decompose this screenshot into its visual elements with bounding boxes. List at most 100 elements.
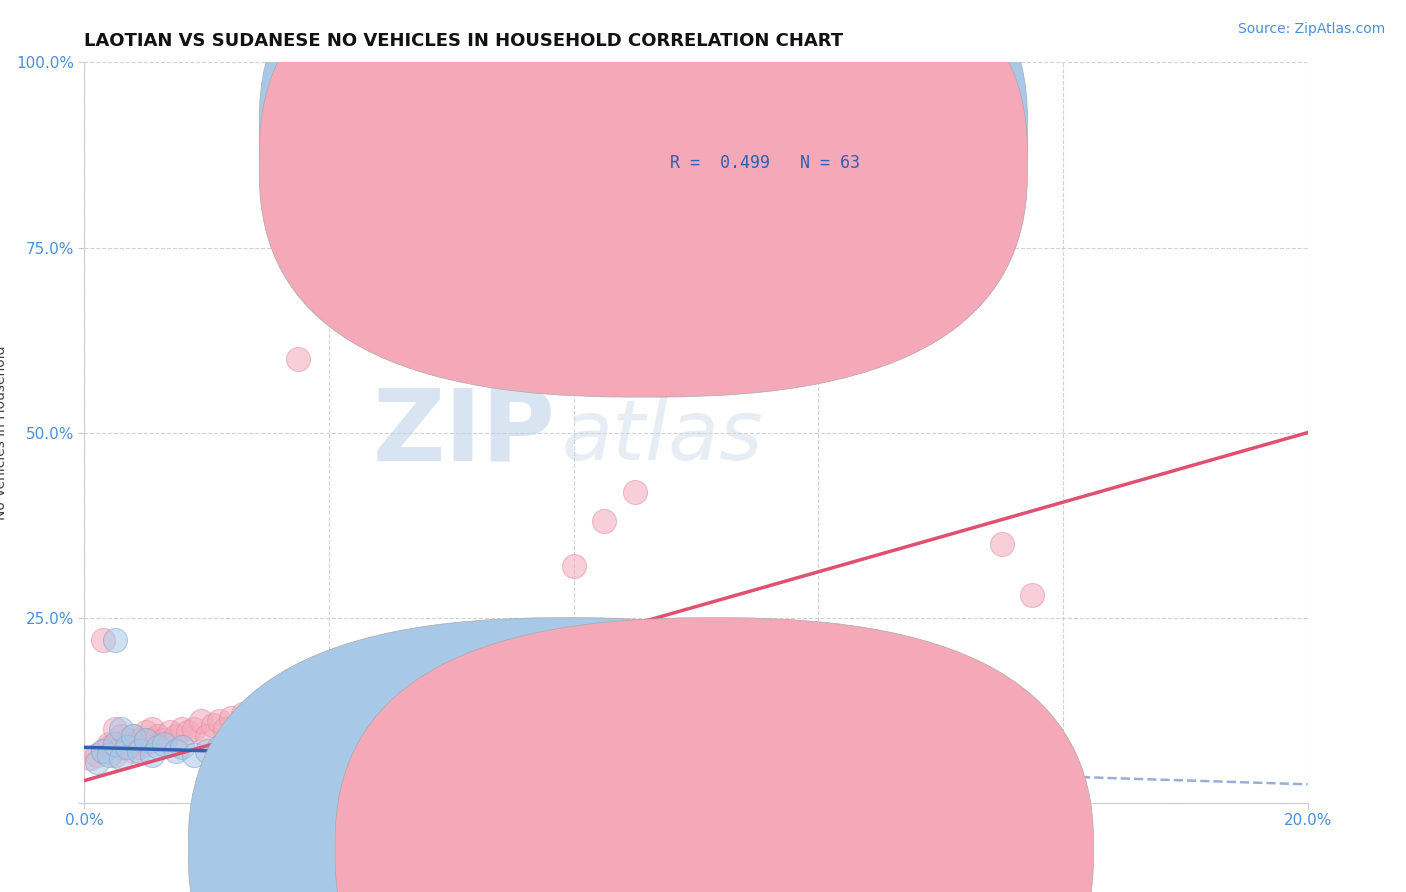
Text: R = -0.200   N = 31: R = -0.200 N = 31	[671, 121, 860, 139]
Point	[440, 632, 463, 647]
Point	[91, 632, 114, 647]
Point	[250, 699, 273, 714]
Point	[135, 732, 157, 747]
Point	[153, 732, 176, 747]
Point	[391, 648, 413, 662]
Point	[172, 740, 194, 755]
Point	[115, 732, 138, 747]
Point	[269, 744, 291, 758]
Point	[177, 725, 200, 739]
Point	[141, 747, 163, 762]
Point	[104, 632, 127, 647]
Point	[208, 740, 231, 755]
Point	[342, 673, 364, 688]
Point	[110, 751, 132, 765]
Text: LAOTIAN VS SUDANESE NO VEHICLES IN HOUSEHOLD CORRELATION CHART: LAOTIAN VS SUDANESE NO VEHICLES IN HOUSE…	[84, 32, 844, 50]
Point	[593, 515, 616, 529]
FancyBboxPatch shape	[259, 0, 1028, 365]
Point	[269, 703, 291, 717]
Text: R =  0.499   N = 63: R = 0.499 N = 63	[671, 154, 860, 172]
Point	[409, 640, 432, 655]
Point	[201, 718, 224, 732]
Point	[318, 747, 340, 762]
Point	[502, 673, 524, 688]
Text: Source: ZipAtlas.com: Source: ZipAtlas.com	[1237, 22, 1385, 37]
Point	[245, 732, 267, 747]
Point	[135, 737, 157, 751]
Point	[135, 725, 157, 739]
Point	[128, 744, 150, 758]
Point	[624, 484, 647, 499]
Point	[349, 740, 371, 755]
Point	[128, 740, 150, 755]
Point	[115, 740, 138, 755]
Text: Sudanese: Sudanese	[733, 841, 808, 856]
Text: atlas: atlas	[561, 396, 763, 477]
Point	[471, 666, 494, 681]
Point	[281, 692, 304, 706]
FancyBboxPatch shape	[259, 0, 1028, 397]
FancyBboxPatch shape	[335, 617, 1094, 892]
Point	[562, 558, 585, 573]
Point	[146, 740, 169, 755]
Point	[305, 689, 328, 703]
Point	[97, 740, 120, 755]
Point	[409, 747, 432, 762]
Point	[208, 714, 231, 729]
Point	[122, 729, 145, 743]
Point	[380, 744, 402, 758]
Point	[440, 744, 463, 758]
Point	[104, 722, 127, 736]
Point	[86, 755, 108, 769]
Point	[141, 732, 163, 747]
Point	[97, 747, 120, 762]
Point	[86, 747, 108, 762]
Point	[354, 663, 377, 677]
Point	[195, 744, 218, 758]
Point	[219, 711, 242, 725]
Point	[502, 751, 524, 765]
Point	[226, 718, 249, 732]
Point	[276, 699, 298, 714]
Point	[122, 729, 145, 743]
Point	[287, 696, 309, 710]
Point	[531, 658, 554, 673]
Point	[380, 655, 402, 669]
Point	[471, 747, 494, 762]
Point	[91, 744, 114, 758]
Point	[226, 747, 249, 762]
Point	[165, 744, 187, 758]
Point	[294, 692, 316, 706]
Point	[214, 722, 236, 736]
Point	[165, 729, 187, 743]
Point	[122, 744, 145, 758]
Point	[245, 711, 267, 725]
Point	[110, 722, 132, 736]
Point	[991, 536, 1014, 550]
Point	[195, 729, 218, 743]
Point	[232, 706, 254, 721]
Y-axis label: No Vehicles in Household: No Vehicles in Household	[0, 345, 7, 520]
Point	[172, 722, 194, 736]
Point	[367, 666, 389, 681]
Point	[146, 729, 169, 743]
Point	[257, 706, 280, 721]
Point	[153, 737, 176, 751]
Point	[91, 744, 114, 758]
Point	[257, 747, 280, 762]
Point	[115, 737, 138, 751]
Point	[183, 747, 205, 762]
Point	[238, 714, 260, 729]
Point	[330, 681, 353, 695]
Text: Laotians: Laotians	[588, 841, 652, 856]
Text: ZIP: ZIP	[373, 384, 555, 481]
Point	[183, 722, 205, 736]
Point	[79, 751, 101, 765]
Point	[128, 732, 150, 747]
Point	[287, 737, 309, 751]
Point	[141, 722, 163, 736]
Point	[110, 740, 132, 755]
Point	[159, 725, 181, 739]
FancyBboxPatch shape	[605, 103, 922, 192]
Point	[318, 685, 340, 699]
